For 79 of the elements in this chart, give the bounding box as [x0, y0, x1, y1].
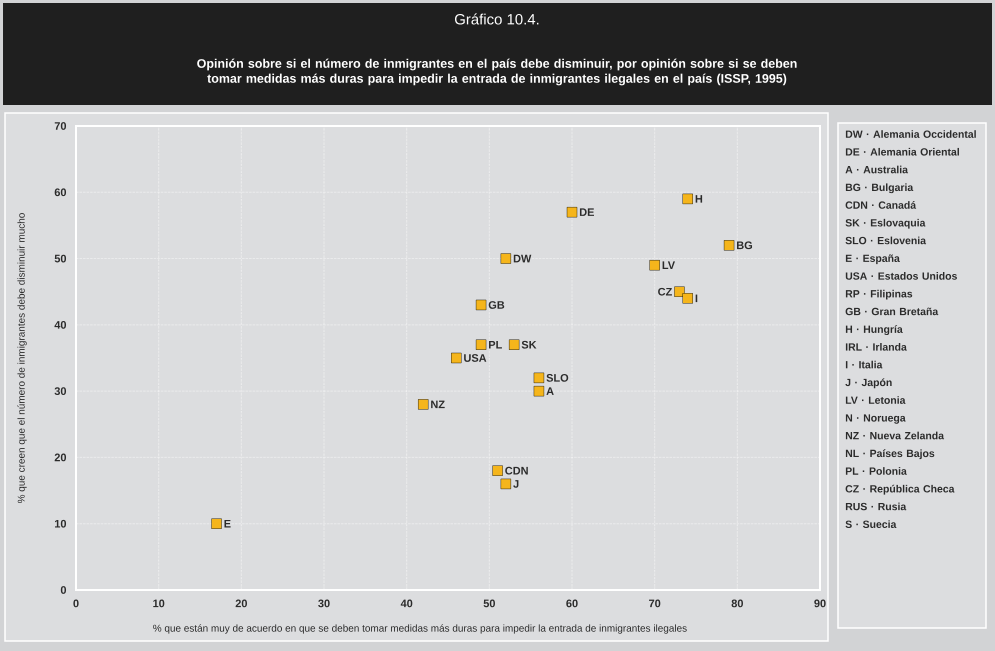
text: IRL · Irlanda: [846, 342, 907, 351]
annotation: GB: [488, 301, 504, 309]
y-tick-label: 60: [54, 188, 66, 196]
text: RUS · Rusia: [846, 502, 906, 510]
point: [534, 372, 544, 384]
x-tick-label: 90: [814, 600, 826, 608]
x-axis-title: % que están muy de acuerdo en que se deben tomar medidas más duras para impedir la entrada de inmigrantes ilegales: [153, 624, 687, 634]
text: CZ · República Checa: [846, 484, 955, 495]
annotation: I: [696, 294, 698, 302]
point: [500, 253, 512, 264]
text: BG · Bulgaria: [846, 183, 914, 194]
text: USA · Estados Unidos: [846, 272, 957, 280]
text: SK · Eslovaquia: [846, 218, 926, 229]
text: H · Hungría: [846, 325, 903, 336]
y-tick-label: 0: [60, 586, 66, 594]
text: DW · Alemania Occidental: [846, 130, 976, 138]
text: E · España: [846, 254, 900, 264]
point: [492, 465, 503, 476]
text: LV · Letonia: [846, 396, 906, 404]
x-tick-label: 10: [153, 600, 164, 608]
chart-title: Gráfico 10.4.: [454, 13, 538, 25]
text: S · Suecia: [846, 520, 896, 528]
y-axis-title: % que creen que el número de inmigrantes debe disminuir mucho: [17, 213, 27, 503]
point: [476, 300, 486, 310]
annotation: H: [696, 195, 702, 203]
text: A · Australia: [845, 166, 908, 174]
x-tick-label: 40: [400, 600, 412, 608]
text: SLO · Eslovenia: [846, 236, 926, 244]
point: [724, 240, 734, 251]
y-tick-label: 30: [54, 387, 66, 396]
y-tick-label: 20: [54, 454, 66, 462]
x-tick-label: 70: [649, 600, 660, 608]
point: [418, 399, 428, 410]
x-tick-label: 20: [236, 600, 247, 608]
annotation: NZ: [431, 400, 445, 408]
point: [500, 478, 512, 490]
x-tick-label: 80: [732, 600, 743, 608]
x-tick-label: 50: [484, 600, 495, 608]
x-tick-label: 30: [318, 600, 330, 608]
point: [649, 260, 660, 270]
annotation: CZ: [658, 288, 672, 296]
point: [211, 518, 222, 529]
annotation: SK: [522, 340, 536, 349]
text: GB · Gran Bretaña: [846, 308, 938, 316]
annotation: DW: [514, 254, 532, 262]
annotation: SLO: [546, 374, 568, 382]
y-tick-label: 10: [54, 520, 66, 528]
annotation: J: [513, 480, 518, 488]
text: I · Italia: [846, 360, 882, 368]
text: NZ · Nueva Zelanda: [846, 432, 944, 440]
annotation: USA: [464, 354, 486, 362]
text: RP · Filipinas: [846, 290, 912, 300]
text: PL · Polonia: [846, 467, 907, 475]
annotation: BG: [737, 241, 752, 250]
annotation: E: [224, 520, 231, 528]
point: [566, 206, 578, 218]
point: [674, 286, 685, 297]
point: [682, 293, 693, 304]
point: [476, 340, 486, 350]
text: NL · Países Bajos: [846, 449, 934, 460]
x-tick-label: 0: [73, 600, 79, 608]
y-tick-label: 70: [54, 122, 66, 130]
x-tick-label: 60: [566, 600, 578, 608]
annotation: A: [546, 387, 554, 395]
text: N · Noruega: [846, 414, 906, 424]
point: [682, 194, 693, 204]
point: [451, 352, 462, 364]
chart-subtitle: Opinión sobre si el número de inmigrantes en el país debe disminuir, por opinión sobre si se deben tomar medidas más duras para impedir la entrada de inmigrantes ilegales en el país (ISSP, 1995): [197, 58, 797, 86]
annotation: PL: [489, 340, 502, 348]
point: [508, 340, 520, 350]
annotation: LV: [662, 261, 675, 269]
text: CDN · Canadá: [846, 201, 916, 209]
text: DE · Alemania Oriental: [846, 148, 959, 156]
y-tick-label: 40: [54, 320, 66, 329]
point: [534, 386, 544, 396]
annotation: CDN: [505, 466, 528, 475]
text: J · Japón: [845, 378, 892, 388]
annotation: DE: [580, 208, 594, 216]
y-tick-label: 50: [54, 254, 66, 262]
